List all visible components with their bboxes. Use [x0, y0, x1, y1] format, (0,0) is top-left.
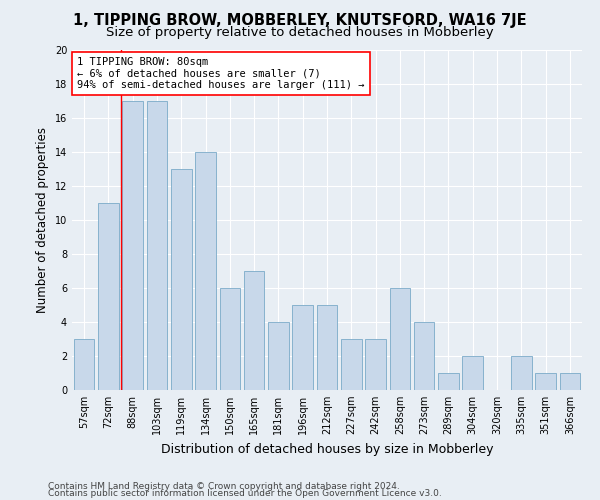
Bar — [389, 288, 410, 390]
Bar — [122, 101, 143, 390]
Text: 1, TIPPING BROW, MOBBERLEY, KNUTSFORD, WA16 7JE: 1, TIPPING BROW, MOBBERLEY, KNUTSFORD, W… — [73, 12, 527, 28]
Bar — [244, 271, 265, 390]
Bar — [292, 305, 313, 390]
Bar — [98, 203, 119, 390]
Bar — [365, 339, 386, 390]
Bar — [341, 339, 362, 390]
Bar — [195, 152, 216, 390]
Bar — [535, 373, 556, 390]
Bar — [220, 288, 240, 390]
Y-axis label: Number of detached properties: Number of detached properties — [36, 127, 49, 313]
Text: 1 TIPPING BROW: 80sqm
← 6% of detached houses are smaller (7)
94% of semi-detach: 1 TIPPING BROW: 80sqm ← 6% of detached h… — [77, 57, 365, 90]
Bar — [560, 373, 580, 390]
Bar — [74, 339, 94, 390]
Bar — [414, 322, 434, 390]
Bar — [438, 373, 459, 390]
Bar — [171, 169, 191, 390]
Bar — [463, 356, 483, 390]
Text: Contains HM Land Registry data © Crown copyright and database right 2024.: Contains HM Land Registry data © Crown c… — [48, 482, 400, 491]
X-axis label: Distribution of detached houses by size in Mobberley: Distribution of detached houses by size … — [161, 442, 493, 456]
Bar — [317, 305, 337, 390]
Bar — [511, 356, 532, 390]
Bar — [146, 101, 167, 390]
Bar — [268, 322, 289, 390]
Text: Contains public sector information licensed under the Open Government Licence v3: Contains public sector information licen… — [48, 488, 442, 498]
Text: Size of property relative to detached houses in Mobberley: Size of property relative to detached ho… — [106, 26, 494, 39]
